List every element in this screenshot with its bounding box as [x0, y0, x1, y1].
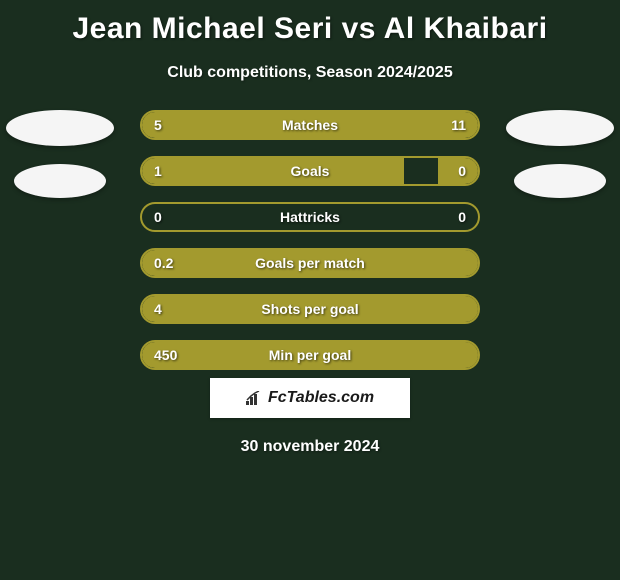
subtitle: Club competitions, Season 2024/2025: [0, 64, 620, 82]
bar-label: Shots per goal: [142, 296, 478, 322]
page-title: Jean Michael Seri vs Al Khaibari: [0, 0, 620, 46]
bar-label: Goals: [142, 158, 478, 184]
stat-bar: 450Min per goal: [140, 340, 480, 370]
stat-bar: 10Goals: [140, 156, 480, 186]
stat-bar: 0.2Goals per match: [140, 248, 480, 278]
bar-list: 511Matches 10Goals 00Hattricks 0.2Goals per…: [140, 110, 480, 386]
player-right-photo-1: [506, 110, 614, 146]
bar-label: Hattricks: [142, 204, 478, 230]
player-left-photos: [0, 110, 120, 198]
stat-bar: 00Hattricks: [140, 202, 480, 232]
player-left-photo-2: [14, 164, 106, 198]
stat-bar: 4Shots per goal: [140, 294, 480, 324]
comparison-chart: 511Matches 10Goals 00Hattricks 0.2Goals per…: [0, 110, 620, 370]
bar-label: Goals per match: [142, 250, 478, 276]
bar-label: Matches: [142, 112, 478, 138]
player-right-photos: [500, 110, 620, 198]
fctables-icon: [246, 391, 264, 405]
logo-text: FcTables.com: [268, 389, 374, 407]
stat-bar: 511Matches: [140, 110, 480, 140]
bar-label: Min per goal: [142, 342, 478, 368]
player-right-photo-2: [514, 164, 606, 198]
player-left-photo-1: [6, 110, 114, 146]
date-label: 30 november 2024: [0, 438, 620, 456]
